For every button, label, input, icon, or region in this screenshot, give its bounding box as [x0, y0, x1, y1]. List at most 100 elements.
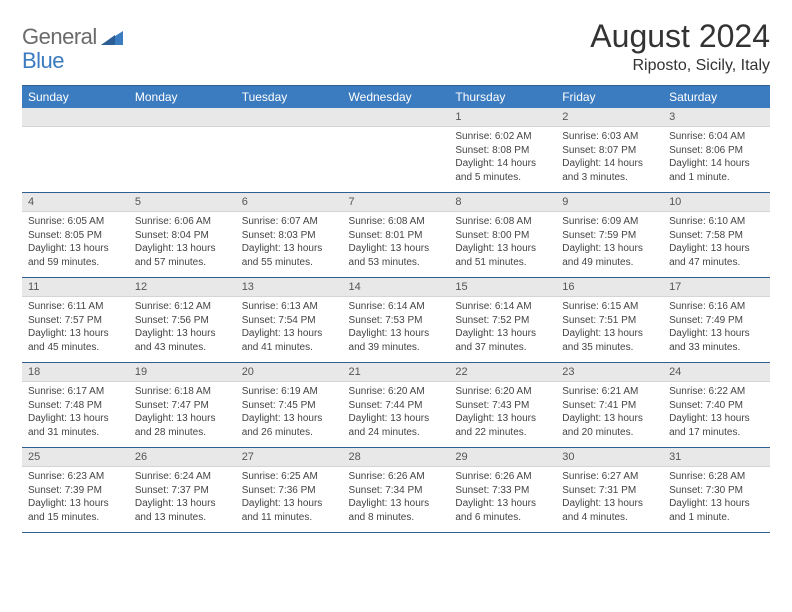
day-number: 29 [449, 448, 556, 467]
day-line: Daylight: 13 hours [242, 497, 337, 511]
brand-triangle-icon [101, 27, 123, 47]
day-number: 7 [343, 193, 450, 212]
day-line: Daylight: 13 hours [562, 412, 657, 426]
day-number: 23 [556, 363, 663, 382]
day-line: Sunrise: 6:26 AM [455, 470, 550, 484]
day-line: Sunrise: 6:28 AM [669, 470, 764, 484]
day-number: 15 [449, 278, 556, 297]
day-line: Sunrise: 6:21 AM [562, 385, 657, 399]
day-line: Daylight: 13 hours [28, 412, 123, 426]
day-cell: 19Sunrise: 6:18 AMSunset: 7:47 PMDayligh… [129, 363, 236, 448]
day-line: and 8 minutes. [349, 511, 444, 525]
day-content: Sunrise: 6:12 AMSunset: 7:56 PMDaylight:… [129, 297, 236, 362]
day-line: Sunrise: 6:11 AM [28, 300, 123, 314]
day-cell: 13Sunrise: 6:13 AMSunset: 7:54 PMDayligh… [236, 278, 343, 363]
day-line: Sunrise: 6:17 AM [28, 385, 123, 399]
day-line: and 43 minutes. [135, 341, 230, 355]
week-row: 18Sunrise: 6:17 AMSunset: 7:48 PMDayligh… [22, 363, 770, 448]
day-line: and 31 minutes. [28, 426, 123, 440]
day-line: Sunrise: 6:19 AM [242, 385, 337, 399]
day-content: Sunrise: 6:26 AMSunset: 7:34 PMDaylight:… [343, 467, 450, 532]
day-number: 19 [129, 363, 236, 382]
day-content: Sunrise: 6:20 AMSunset: 7:44 PMDaylight:… [343, 382, 450, 447]
day-line: Sunset: 7:44 PM [349, 399, 444, 413]
day-content: Sunrise: 6:14 AMSunset: 7:53 PMDaylight:… [343, 297, 450, 362]
dayhead-wed: Wednesday [343, 86, 450, 109]
day-line: Daylight: 14 hours [455, 157, 550, 171]
day-number: 27 [236, 448, 343, 467]
day-line: Daylight: 13 hours [135, 497, 230, 511]
day-line: Sunrise: 6:18 AM [135, 385, 230, 399]
day-line: Sunset: 8:00 PM [455, 229, 550, 243]
day-line: Sunrise: 6:14 AM [455, 300, 550, 314]
day-number: 20 [236, 363, 343, 382]
dayhead-sat: Saturday [663, 86, 770, 109]
day-cell: 24Sunrise: 6:22 AMSunset: 7:40 PMDayligh… [663, 363, 770, 448]
day-content: Sunrise: 6:03 AMSunset: 8:07 PMDaylight:… [556, 127, 663, 192]
day-cell: 30Sunrise: 6:27 AMSunset: 7:31 PMDayligh… [556, 448, 663, 533]
day-cell: 31Sunrise: 6:28 AMSunset: 7:30 PMDayligh… [663, 448, 770, 533]
day-line: Sunset: 8:01 PM [349, 229, 444, 243]
day-line: and 39 minutes. [349, 341, 444, 355]
day-content: Sunrise: 6:07 AMSunset: 8:03 PMDaylight:… [236, 212, 343, 277]
day-line: Sunset: 7:56 PM [135, 314, 230, 328]
day-content: Sunrise: 6:10 AMSunset: 7:58 PMDaylight:… [663, 212, 770, 277]
day-cell: 23Sunrise: 6:21 AMSunset: 7:41 PMDayligh… [556, 363, 663, 448]
dayhead-thu: Thursday [449, 86, 556, 109]
day-line: Sunrise: 6:04 AM [669, 130, 764, 144]
day-line: Sunset: 7:34 PM [349, 484, 444, 498]
day-number: 17 [663, 278, 770, 297]
day-cell: 29Sunrise: 6:26 AMSunset: 7:33 PMDayligh… [449, 448, 556, 533]
day-content: Sunrise: 6:28 AMSunset: 7:30 PMDaylight:… [663, 467, 770, 532]
day-content [236, 127, 343, 183]
day-line: and 1 minute. [669, 511, 764, 525]
day-content: Sunrise: 6:05 AMSunset: 8:05 PMDaylight:… [22, 212, 129, 277]
day-line: Sunset: 8:07 PM [562, 144, 657, 158]
week-row: 4Sunrise: 6:05 AMSunset: 8:05 PMDaylight… [22, 193, 770, 278]
day-cell: 22Sunrise: 6:20 AMSunset: 7:43 PMDayligh… [449, 363, 556, 448]
day-cell: 21Sunrise: 6:20 AMSunset: 7:44 PMDayligh… [343, 363, 450, 448]
month-title: August 2024 [590, 18, 770, 55]
day-line: Sunrise: 6:26 AM [349, 470, 444, 484]
day-content: Sunrise: 6:27 AMSunset: 7:31 PMDaylight:… [556, 467, 663, 532]
day-line: Sunset: 8:08 PM [455, 144, 550, 158]
day-content: Sunrise: 6:21 AMSunset: 7:41 PMDaylight:… [556, 382, 663, 447]
day-cell [22, 108, 129, 193]
day-number [343, 108, 450, 127]
day-line: Daylight: 13 hours [455, 412, 550, 426]
day-cell: 4Sunrise: 6:05 AMSunset: 8:05 PMDaylight… [22, 193, 129, 278]
day-content: Sunrise: 6:04 AMSunset: 8:06 PMDaylight:… [663, 127, 770, 192]
day-cell: 6Sunrise: 6:07 AMSunset: 8:03 PMDaylight… [236, 193, 343, 278]
day-number: 3 [663, 108, 770, 127]
day-cell: 16Sunrise: 6:15 AMSunset: 7:51 PMDayligh… [556, 278, 663, 363]
day-line: Sunrise: 6:24 AM [135, 470, 230, 484]
day-content [129, 127, 236, 183]
day-line: Sunrise: 6:22 AM [669, 385, 764, 399]
day-line: and 5 minutes. [455, 171, 550, 185]
day-line: Daylight: 13 hours [349, 327, 444, 341]
day-line: and 49 minutes. [562, 256, 657, 270]
header: General August 2024 Riposto, Sicily, Ita… [22, 18, 770, 75]
day-line: Sunset: 7:54 PM [242, 314, 337, 328]
title-block: August 2024 Riposto, Sicily, Italy [590, 18, 770, 75]
day-number: 24 [663, 363, 770, 382]
day-cell: 11Sunrise: 6:11 AMSunset: 7:57 PMDayligh… [22, 278, 129, 363]
day-line: Sunset: 7:53 PM [349, 314, 444, 328]
day-number: 9 [556, 193, 663, 212]
day-content: Sunrise: 6:14 AMSunset: 7:52 PMDaylight:… [449, 297, 556, 362]
day-content: Sunrise: 6:02 AMSunset: 8:08 PMDaylight:… [449, 127, 556, 192]
day-line: Sunset: 7:45 PM [242, 399, 337, 413]
dayhead-fri: Friday [556, 86, 663, 109]
day-line: Daylight: 13 hours [669, 497, 764, 511]
day-line: and 3 minutes. [562, 171, 657, 185]
day-line: Sunset: 7:43 PM [455, 399, 550, 413]
day-cell: 12Sunrise: 6:12 AMSunset: 7:56 PMDayligh… [129, 278, 236, 363]
day-line: and 28 minutes. [135, 426, 230, 440]
location: Riposto, Sicily, Italy [590, 57, 770, 75]
day-content: Sunrise: 6:26 AMSunset: 7:33 PMDaylight:… [449, 467, 556, 532]
day-line: Daylight: 13 hours [242, 242, 337, 256]
day-cell [343, 108, 450, 193]
day-line: Daylight: 13 hours [669, 327, 764, 341]
day-line: Sunset: 8:05 PM [28, 229, 123, 243]
dayhead-sun: Sunday [22, 86, 129, 109]
